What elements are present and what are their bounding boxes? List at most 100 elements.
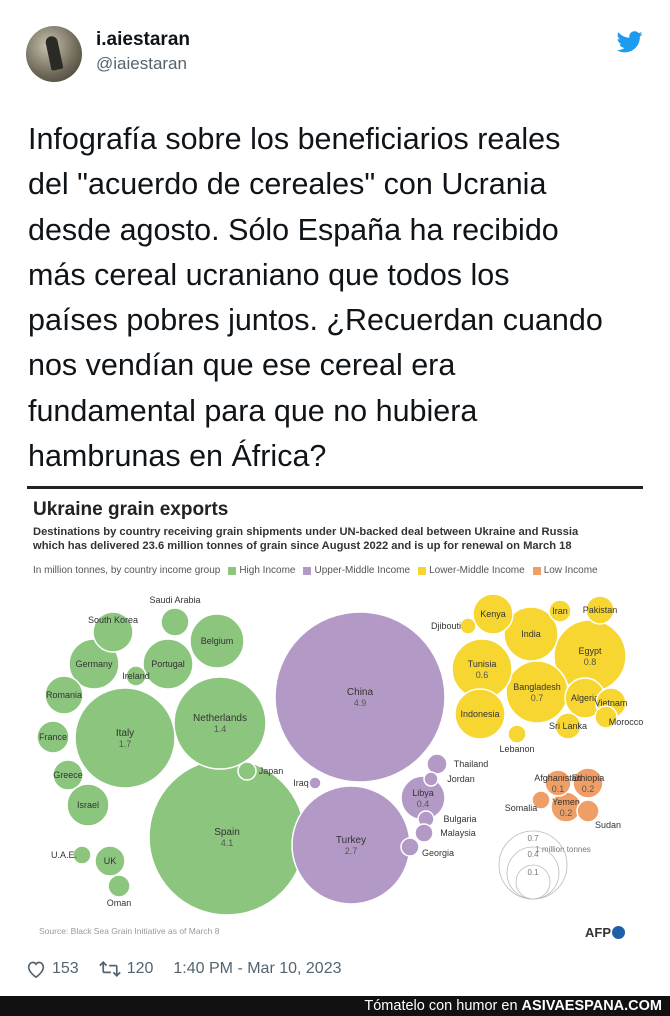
bubble-label-greece: Greece <box>53 770 83 780</box>
bubble-label-indonesia: Indonesia <box>460 709 499 719</box>
bubble-value-italy: 1.7 <box>119 739 132 749</box>
legend-unit-label: In million tonnes, by country income gro… <box>33 565 221 576</box>
bubble-label-libya: Libya <box>412 788 434 798</box>
chart-title: Ukraine grain exports <box>33 499 229 520</box>
size-legend-value-1: 0.4 <box>527 850 539 859</box>
bubble-iran <box>548 599 572 623</box>
bubble-label-morocco: Morocco <box>609 717 643 727</box>
bubble-value-tunisia: 0.6 <box>476 670 489 680</box>
retweet-count: 120 <box>126 960 154 977</box>
retweet-button[interactable]: 120 <box>98 960 154 978</box>
bubble-label-belgium: Belgium <box>201 636 234 646</box>
bubble-iraq <box>308 776 322 790</box>
heart-icon <box>27 961 45 978</box>
chart-source: Source: Black Sea Grain Initiative as of… <box>39 926 220 936</box>
bubble-jordan <box>423 771 439 787</box>
tweet-timestamp[interactable]: 1:40 PM - Mar 10, 2023 <box>173 960 341 978</box>
legend-swatch-low <box>532 566 541 575</box>
avatar[interactable] <box>26 26 82 82</box>
infographic-image[interactable]: Ukraine grain exports Destinations by co… <box>27 486 643 946</box>
bubble-u-a-e <box>72 845 92 865</box>
legend-label-upper-middle: Upper-Middle Income <box>314 565 411 576</box>
chart-subtitle: Destinations by country receiving grain … <box>33 525 633 553</box>
twitter-bird-icon[interactable] <box>617 31 643 53</box>
user-handle[interactable]: @iaiestaran <box>96 54 187 73</box>
tweet-header: i.aiestaran @iaiestaran <box>0 0 670 100</box>
bubble-belgium <box>189 613 245 669</box>
bubble-china <box>274 611 446 783</box>
legend-label-low: Low Income <box>543 565 598 576</box>
bubble-label-bulgaria: Bulgaria <box>443 814 476 824</box>
bubble-south-korea <box>92 611 134 653</box>
bubble-value-turkey: 2.7 <box>345 846 358 856</box>
bubble-label-afghanistan: Afghanistan <box>534 773 582 783</box>
legend-swatch-lower-middle <box>418 566 427 575</box>
bubble-kenya <box>472 593 514 635</box>
bubble-value-ethiopia: 0.2 <box>582 784 595 794</box>
tweet-footer: 153 120 1:40 PM - Mar 10, 2023 <box>26 960 362 978</box>
bubble-value-china: 4.9 <box>354 698 367 708</box>
bubble-label-oman: Oman <box>107 898 132 908</box>
bubble-label-bangladesh: Bangladesh <box>513 682 561 692</box>
bubble-label-ireland: Ireland <box>122 671 150 681</box>
bubble-label-algeria: Algeria <box>571 693 599 703</box>
bubble-label-djibouti: Djibouti <box>431 621 461 631</box>
bubble-value-bangladesh: 0.7 <box>531 693 544 703</box>
bubble-label-lebanon: Lebanon <box>499 744 534 754</box>
afp-logo: AFP <box>585 925 625 940</box>
bubble-ireland <box>125 665 147 687</box>
bubble-label-vietnam: Vietnam <box>595 698 628 708</box>
bubble-pakistan <box>585 595 615 625</box>
bubble-label-sudan: Sudan <box>595 820 621 830</box>
bubble-label-india: India <box>521 629 541 639</box>
bubble-djibouti <box>459 617 477 635</box>
legend-label-high: High Income <box>239 565 296 576</box>
watermark-site: ASIVAESPANA.COM <box>521 998 662 1014</box>
bubble-georgia <box>400 837 420 857</box>
chart-legend: In million tonnes, by country income gro… <box>33 565 598 576</box>
chart-subtitle-line1: Destinations by country receiving grain … <box>33 526 579 538</box>
bubble-lebanon <box>507 724 527 744</box>
timestamp-text: 1:40 PM - Mar 10, 2023 <box>173 960 342 977</box>
bubble-greece <box>52 759 84 791</box>
bubble-label-georgia: Georgia <box>422 848 454 858</box>
bubble-value-libya: 0.4 <box>417 799 430 809</box>
bubble-label-egypt: Egypt <box>578 646 602 656</box>
size-legend-value-2: 0.1 <box>527 868 539 877</box>
bubble-label-saudi-arabia: Saudi Arabia <box>149 595 200 605</box>
bubble-oman <box>107 874 131 898</box>
legend-label-lower-middle: Lower-Middle Income <box>429 565 525 576</box>
bubble-malaysia <box>414 823 434 843</box>
bubble-label-china: China <box>347 687 374 698</box>
bubble-value-egypt: 0.8 <box>584 657 597 667</box>
bubble-afghanistan <box>544 769 572 797</box>
bubble-label-netherlands: Netherlands <box>193 713 247 724</box>
bubble-netherlands <box>173 676 267 770</box>
bubble-ethiopia <box>572 767 604 799</box>
tweet-text: Infografía sobre los beneficiarios reale… <box>28 122 603 474</box>
display-name[interactable]: i.aiestaran <box>96 29 190 50</box>
afp-dot-icon <box>612 926 625 939</box>
bubble-france <box>36 720 70 754</box>
like-button[interactable]: 153 <box>26 960 79 978</box>
bubble-value-afghanistan: 0.1 <box>552 784 565 794</box>
retweet-icon <box>98 961 121 977</box>
bubble-label-spain: Spain <box>214 827 240 838</box>
legend-swatch-high <box>228 566 237 575</box>
bubble-italy <box>74 687 176 789</box>
bubble-sudan <box>576 799 600 823</box>
bubble-label-malaysia: Malaysia <box>440 828 476 838</box>
bubble-label-portugal: Portugal <box>151 659 185 669</box>
bubble-indonesia <box>454 688 506 740</box>
bubble-bangladesh <box>505 660 569 724</box>
bubble-morocco <box>594 705 618 729</box>
bubble-label-germany: Germany <box>75 659 113 669</box>
bubble-portugal <box>142 638 194 690</box>
bubble-romania <box>44 675 84 715</box>
bubble-label-israel: Israel <box>77 800 99 810</box>
bubble-label-france: France <box>39 732 67 742</box>
watermark-bar[interactable]: Tómatelo con humor en ASIVAESPANA.COM <box>0 996 670 1016</box>
bubble-label-turkey: Turkey <box>336 835 366 846</box>
watermark-prefix: Tómatelo con humor en <box>364 998 518 1014</box>
